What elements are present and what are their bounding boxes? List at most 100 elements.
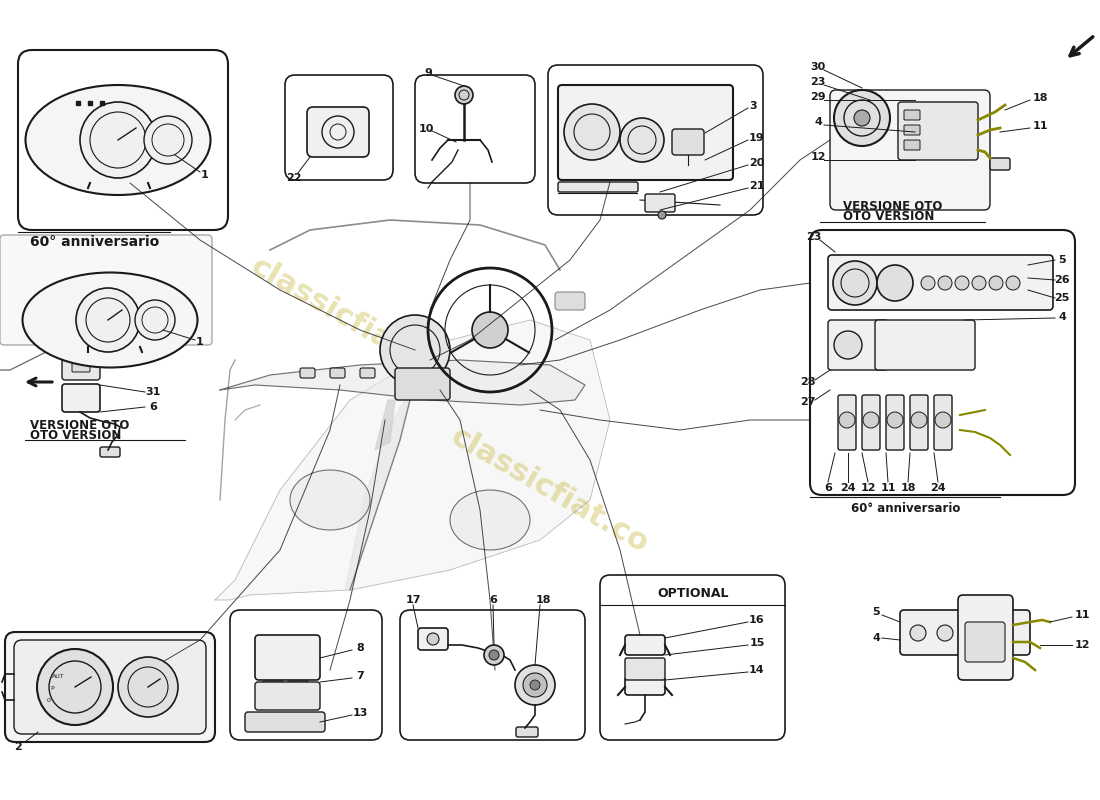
Text: 6: 6: [824, 483, 832, 493]
Circle shape: [472, 312, 508, 348]
Circle shape: [515, 665, 556, 705]
FancyBboxPatch shape: [245, 712, 324, 732]
Circle shape: [379, 315, 450, 385]
Circle shape: [935, 412, 952, 428]
Text: 29: 29: [811, 92, 826, 102]
FancyBboxPatch shape: [400, 610, 585, 740]
FancyBboxPatch shape: [307, 107, 368, 157]
Circle shape: [1006, 276, 1020, 290]
Circle shape: [921, 276, 935, 290]
Text: 60° anniversario: 60° anniversario: [31, 235, 160, 249]
Text: classicfiat.co: classicfiat.co: [446, 422, 654, 558]
FancyBboxPatch shape: [40, 308, 85, 342]
Circle shape: [455, 86, 473, 104]
Circle shape: [887, 412, 903, 428]
FancyBboxPatch shape: [255, 682, 320, 710]
Text: 9: 9: [425, 68, 432, 78]
FancyBboxPatch shape: [828, 320, 888, 370]
Text: 1: 1: [201, 170, 209, 180]
FancyBboxPatch shape: [904, 140, 920, 150]
Circle shape: [834, 331, 862, 359]
Text: 19: 19: [749, 133, 764, 143]
FancyBboxPatch shape: [625, 658, 666, 680]
FancyBboxPatch shape: [904, 110, 920, 120]
Text: 24: 24: [931, 483, 946, 493]
FancyBboxPatch shape: [874, 320, 975, 370]
Ellipse shape: [25, 85, 210, 195]
FancyBboxPatch shape: [625, 635, 666, 655]
Text: 11: 11: [880, 483, 895, 493]
FancyBboxPatch shape: [62, 384, 100, 412]
Text: 8: 8: [356, 643, 364, 653]
Text: 5: 5: [1058, 255, 1066, 265]
Text: 12: 12: [1075, 640, 1090, 650]
FancyBboxPatch shape: [990, 158, 1010, 170]
Polygon shape: [214, 320, 610, 600]
FancyBboxPatch shape: [830, 90, 990, 210]
Circle shape: [80, 102, 156, 178]
Polygon shape: [345, 400, 410, 590]
Text: 11: 11: [1075, 610, 1090, 620]
Text: 11: 11: [1032, 121, 1047, 131]
FancyBboxPatch shape: [6, 632, 214, 742]
Text: 27: 27: [801, 397, 816, 407]
Circle shape: [427, 633, 439, 645]
FancyBboxPatch shape: [516, 727, 538, 737]
Text: AUT: AUT: [52, 674, 65, 679]
Text: 25: 25: [1054, 293, 1069, 303]
Circle shape: [972, 276, 986, 290]
Polygon shape: [220, 360, 585, 405]
Text: 12: 12: [811, 152, 826, 162]
Circle shape: [37, 649, 113, 725]
Text: 28: 28: [801, 377, 816, 387]
Circle shape: [989, 276, 1003, 290]
Circle shape: [833, 261, 877, 305]
Text: 60° anniversario: 60° anniversario: [850, 502, 960, 515]
FancyBboxPatch shape: [958, 595, 1013, 680]
Circle shape: [484, 645, 504, 665]
FancyBboxPatch shape: [395, 368, 450, 400]
FancyBboxPatch shape: [910, 395, 928, 450]
Text: 14: 14: [749, 665, 764, 675]
FancyBboxPatch shape: [810, 230, 1075, 495]
Text: 18: 18: [1032, 93, 1047, 103]
Ellipse shape: [450, 490, 530, 550]
Circle shape: [144, 116, 192, 164]
FancyBboxPatch shape: [838, 395, 856, 450]
Text: 23: 23: [806, 232, 822, 242]
Text: P: P: [50, 686, 54, 691]
Text: 10: 10: [418, 124, 433, 134]
Text: 7: 7: [356, 671, 364, 681]
FancyBboxPatch shape: [600, 575, 785, 740]
Text: 26: 26: [1054, 275, 1070, 285]
Circle shape: [76, 288, 140, 352]
Circle shape: [118, 657, 178, 717]
FancyBboxPatch shape: [556, 292, 585, 310]
FancyBboxPatch shape: [934, 395, 952, 450]
Circle shape: [864, 412, 879, 428]
FancyBboxPatch shape: [886, 395, 904, 450]
Circle shape: [834, 90, 890, 146]
Circle shape: [910, 625, 926, 641]
Text: 23: 23: [811, 77, 826, 87]
FancyBboxPatch shape: [100, 447, 120, 457]
Circle shape: [937, 625, 953, 641]
FancyBboxPatch shape: [418, 628, 448, 650]
FancyBboxPatch shape: [645, 194, 675, 212]
FancyBboxPatch shape: [415, 75, 535, 183]
FancyBboxPatch shape: [330, 368, 345, 378]
FancyBboxPatch shape: [263, 681, 283, 687]
FancyBboxPatch shape: [14, 640, 206, 734]
FancyBboxPatch shape: [900, 610, 1030, 655]
Circle shape: [620, 118, 664, 162]
FancyBboxPatch shape: [862, 395, 880, 450]
Circle shape: [955, 276, 969, 290]
FancyBboxPatch shape: [672, 129, 704, 155]
Text: 6: 6: [490, 595, 497, 605]
Text: 4: 4: [814, 117, 822, 127]
Text: 4: 4: [872, 633, 880, 643]
Text: 18: 18: [536, 595, 551, 605]
FancyBboxPatch shape: [360, 368, 375, 378]
Text: OTO VERSION: OTO VERSION: [843, 210, 934, 223]
Text: OTO VERSION: OTO VERSION: [30, 429, 121, 442]
